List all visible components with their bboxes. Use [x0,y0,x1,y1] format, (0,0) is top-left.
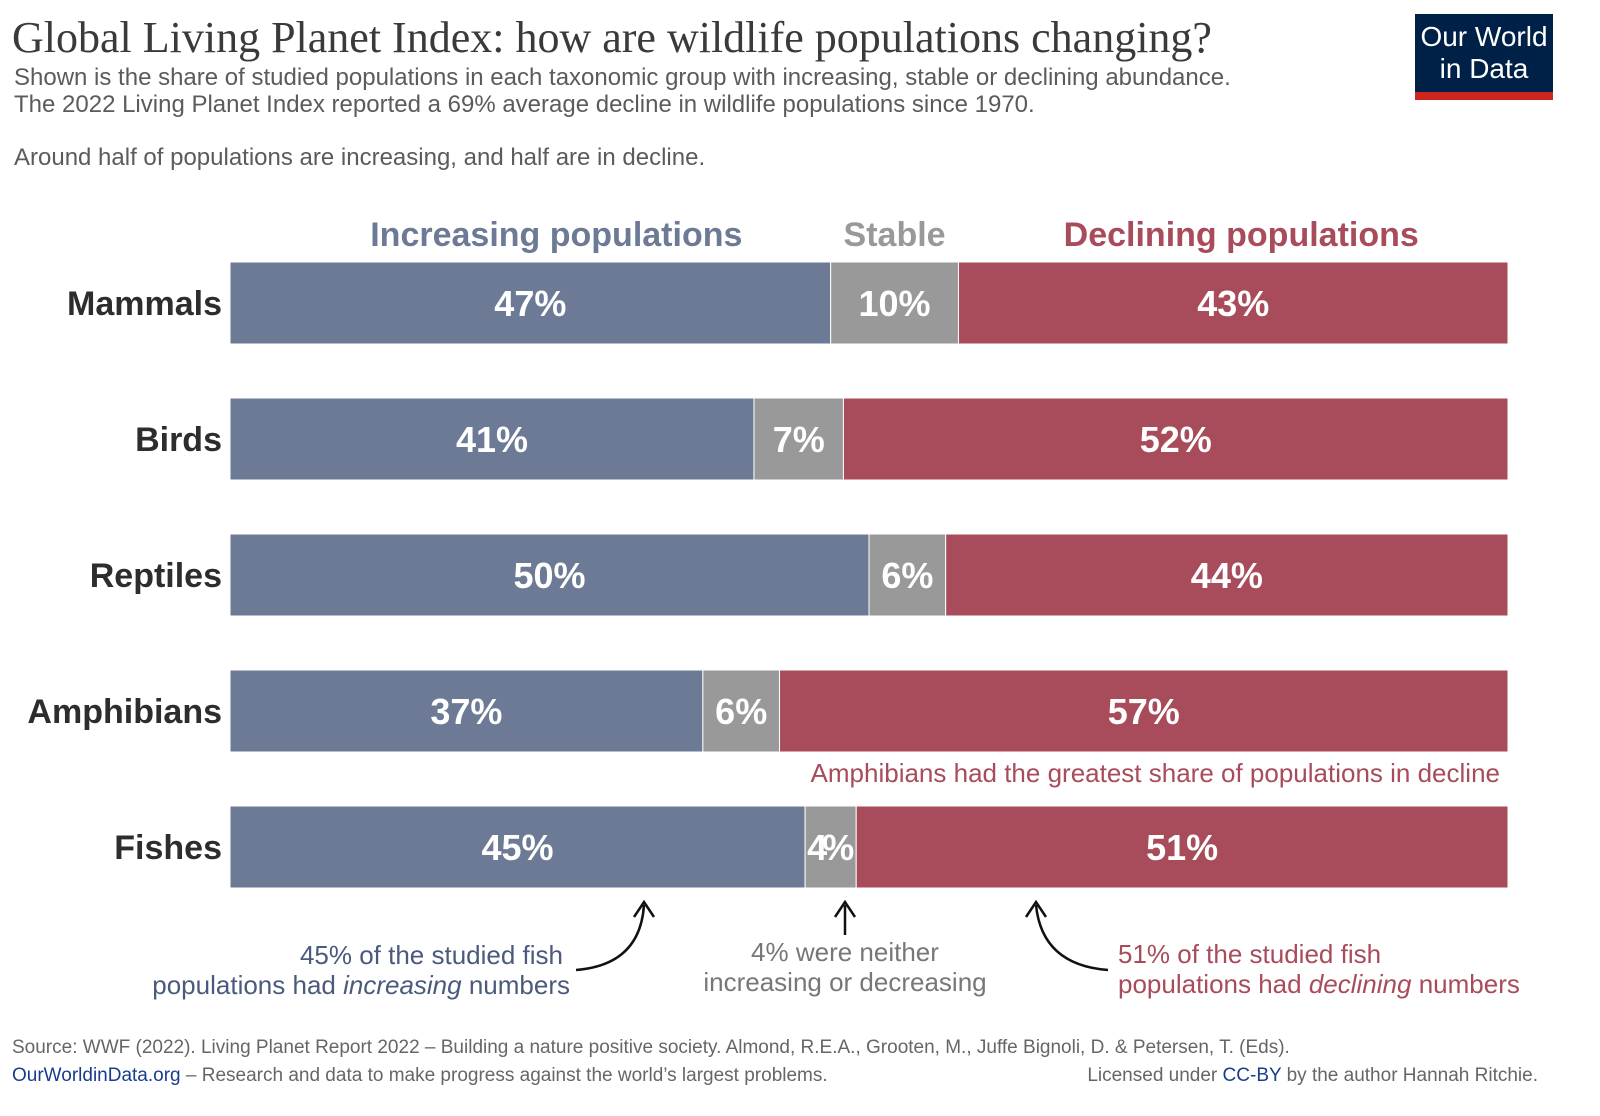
bar-segment [842,397,1509,481]
bar-segment [945,533,1509,617]
license: Licensed under CC-BY by the author Hanna… [1087,1065,1538,1086]
value-label: 4% [807,827,854,868]
logo-text: in Data [1440,53,1529,84]
source: Source: WWF (2022). Living Planet Report… [12,1037,1290,1058]
annotation-part: 45% of the studied fish [300,940,563,970]
license-link[interactable]: CC-BY [1223,1065,1282,1086]
value-label: 51% [1146,827,1218,868]
bar-segment [229,397,755,481]
value-label: 50% [513,555,585,596]
value-label: 37% [430,691,502,732]
arrow-head [632,899,656,918]
logo-box [1415,14,1553,100]
subtitle: The 2022 Living Planet Index reported a … [14,91,1035,118]
annotation: Amphibians had the greatest share of pop… [811,758,1500,788]
footer-line: OurWorldinData.org – Research and data t… [12,1065,828,1086]
annotation-part: populations had [152,970,343,1000]
arrow-head [833,899,857,918]
value-label: 45% [482,827,554,868]
legend-label: Increasing populations [370,216,742,254]
bar-segment [804,805,857,889]
annotation-part: declining [1309,969,1412,999]
category-label: Amphibians [27,693,222,731]
annotation: 51% of the studied fish [1118,939,1381,969]
annotation-part: populations had [1118,969,1309,999]
legend-label: Stable [844,216,946,254]
annotation-part: 51% of the studied fish [1118,939,1381,969]
category-label: Reptiles [90,557,222,595]
value-label: 43% [1197,283,1269,324]
value-label: 44% [1191,555,1263,596]
bar-segment [779,669,1509,753]
annotation-part: increasing or decreasing [703,967,986,997]
value-label: 10% [859,283,931,324]
arrow [1034,904,1109,972]
bar-segment [229,261,832,345]
arrow-head [1024,899,1048,918]
bar-segment [229,533,870,617]
annotation: 4% were neither [751,937,939,967]
annotation-part: 4% were neither [751,937,939,967]
site-link[interactable]: OurWorldinData.org [12,1065,181,1086]
value-label: 57% [1108,691,1180,732]
value-label: 47% [494,283,566,324]
value-label: 41% [456,419,528,460]
category-label: Mammals [67,285,222,323]
category-label: Fishes [114,829,222,867]
bar-segment [753,397,844,481]
logo-text: Our World [1420,21,1547,52]
value-label: 52% [1140,419,1212,460]
tagline: – Research and data to make progress aga… [181,1065,828,1086]
bar-segment [229,669,704,753]
legend-label: Declining populations [1064,216,1419,254]
value-label: 6% [715,691,767,732]
bar-segment [957,261,1509,345]
bar-segment [830,261,959,345]
annotation-part: numbers [1411,969,1519,999]
license-part: Licensed under [1087,1065,1222,1086]
value-label: 6% [881,555,933,596]
note: Around half of populations are increasin… [14,144,705,171]
value-label: 7% [773,419,825,460]
category-label: Birds [135,421,222,459]
bar-segment [855,805,1509,889]
arrow [575,904,646,972]
chart-title: Global Living Planet Index: how are wild… [12,13,1212,62]
annotation: populations had declining numbers [1118,969,1520,999]
annotation: 45% of the studied fish [300,940,563,970]
subtitle: Shown is the share of studied population… [14,64,1231,91]
bar-segment [702,669,781,753]
annotation: populations had increasing numbers [152,970,570,1000]
bar-segment [229,805,806,889]
logo-stripe [1415,92,1553,100]
license-part: by the author Hannah Ritchie. [1281,1065,1538,1086]
annotation-part: increasing [343,970,462,1000]
annotation: increasing or decreasing [703,967,986,997]
annotation-part: numbers [462,970,570,1000]
